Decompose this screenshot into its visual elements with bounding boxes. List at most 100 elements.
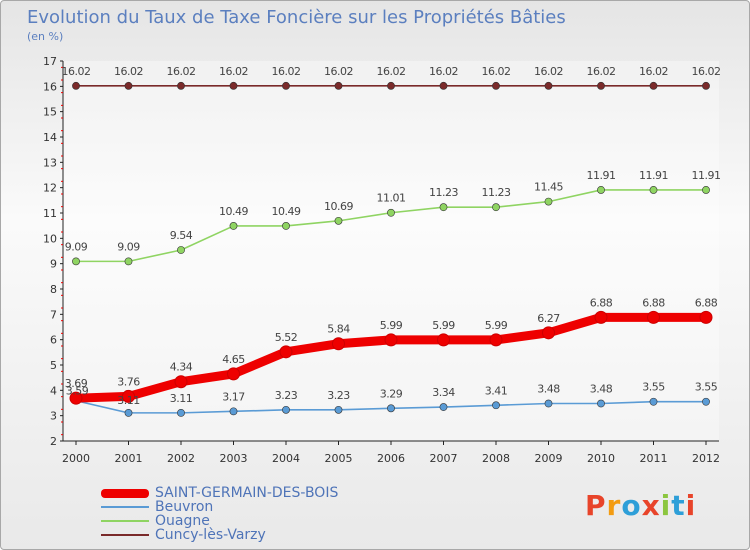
x-tick-label: 2002 <box>167 452 195 465</box>
data-label: 6.27 <box>537 312 560 325</box>
y-tick-label: 9 <box>50 258 57 271</box>
y-tick-label: 15 <box>43 106 57 119</box>
data-label: 3.23 <box>275 389 298 402</box>
y-tick-label: 3 <box>50 410 57 423</box>
data-label: 4.65 <box>222 353 245 366</box>
data-label: 16.02 <box>692 65 721 78</box>
plot-area <box>63 61 719 441</box>
data-point <box>702 397 710 406</box>
data-point <box>544 399 553 408</box>
data-label: 11.91 <box>587 169 616 182</box>
data-label: 3.34 <box>432 386 455 399</box>
data-label: 16.02 <box>377 65 406 78</box>
data-point <box>177 81 185 90</box>
data-label: 16.02 <box>587 65 616 78</box>
y-tick-label: 16 <box>43 80 57 93</box>
data-label: 11.23 <box>482 186 511 199</box>
y-tick-label: 14 <box>43 131 57 144</box>
legend-swatch <box>101 520 149 522</box>
data-point <box>439 403 448 411</box>
y-tick-label: 5 <box>50 359 57 372</box>
proxiti-logo: Proxiti <box>585 489 697 522</box>
y-tick-label: 7 <box>50 308 57 321</box>
data-point <box>387 81 395 90</box>
data-point <box>229 222 238 230</box>
data-point <box>174 375 188 389</box>
chart-unit-label: (en %) <box>27 30 64 43</box>
x-tick-label: 2009 <box>535 452 563 465</box>
legend-item: SAINT-GERMAIN-DES-BOIS <box>101 486 338 500</box>
data-point <box>702 81 710 90</box>
data-point <box>282 81 290 90</box>
legend-item: Cuncy-lès-Varzy <box>101 528 338 542</box>
legend-label: Cuncy-lès-Varzy <box>155 527 266 543</box>
data-label: 3.69 <box>65 377 88 390</box>
x-tick-label: 2000 <box>62 452 90 465</box>
x-tick-label: 2003 <box>220 452 248 465</box>
data-label: 6.88 <box>695 296 718 309</box>
x-tick-label: 2008 <box>482 452 510 465</box>
y-tick-label: 6 <box>50 334 57 347</box>
data-point <box>69 391 83 405</box>
legend-swatch <box>101 506 149 508</box>
data-point <box>177 246 185 254</box>
data-label: 16.02 <box>429 65 458 78</box>
x-tick-label: 2006 <box>377 452 405 465</box>
data-label: 5.52 <box>275 331 298 344</box>
data-point <box>649 81 658 90</box>
data-point <box>122 389 135 403</box>
data-point <box>702 186 710 194</box>
data-label: 16.02 <box>639 65 668 78</box>
data-label: 11.91 <box>639 169 668 182</box>
data-point <box>594 310 608 324</box>
y-tick-label: 10 <box>43 232 57 245</box>
y-tick-label: 2 <box>50 435 57 448</box>
data-point <box>489 333 503 347</box>
data-label: 11.23 <box>429 186 458 199</box>
data-point <box>124 408 133 417</box>
x-tick-label: 2010 <box>587 452 615 465</box>
data-label: 9.09 <box>65 240 88 253</box>
data-label: 10.69 <box>324 200 353 213</box>
chart-title: Evolution du Taux de Taxe Foncière sur l… <box>27 7 566 28</box>
data-point <box>334 405 343 414</box>
data-label: 6.88 <box>642 296 665 309</box>
data-point <box>544 81 553 90</box>
data-point <box>647 310 660 324</box>
data-point <box>699 310 713 324</box>
y-tick-label: 8 <box>50 283 57 296</box>
data-label: 11.01 <box>377 192 406 205</box>
x-tick-label: 2001 <box>115 452 143 465</box>
data-label: 3.76 <box>117 375 140 388</box>
data-label: 16.02 <box>219 65 248 78</box>
legend-item: Beuvron <box>101 500 338 514</box>
x-tick-label: 2004 <box>272 452 300 465</box>
x-tick-label: 2011 <box>640 452 668 465</box>
data-point <box>227 367 240 381</box>
data-point <box>124 81 133 90</box>
data-label: 5.84 <box>327 323 350 336</box>
data-point <box>334 216 343 225</box>
data-point <box>229 407 238 416</box>
data-label: 3.11 <box>170 392 193 405</box>
data-point <box>649 186 658 194</box>
legend-item: Ouagne <box>101 514 338 528</box>
data-label: 3.23 <box>327 389 350 402</box>
data-label: 16.02 <box>272 65 301 78</box>
data-label: 16.02 <box>167 65 196 78</box>
data-label: 3.59 <box>66 385 89 398</box>
x-tick-label: 2007 <box>430 452 458 465</box>
data-point <box>384 333 398 347</box>
data-label: 5.99 <box>380 319 403 332</box>
data-label: 3.55 <box>695 381 718 394</box>
data-point <box>542 326 555 340</box>
data-point <box>492 401 500 410</box>
data-label: 11.45 <box>534 181 563 194</box>
data-label: 16.02 <box>62 65 91 78</box>
data-point <box>597 186 605 194</box>
data-label: 5.99 <box>432 319 455 332</box>
data-label: 16.02 <box>324 65 353 78</box>
data-point <box>597 81 605 90</box>
